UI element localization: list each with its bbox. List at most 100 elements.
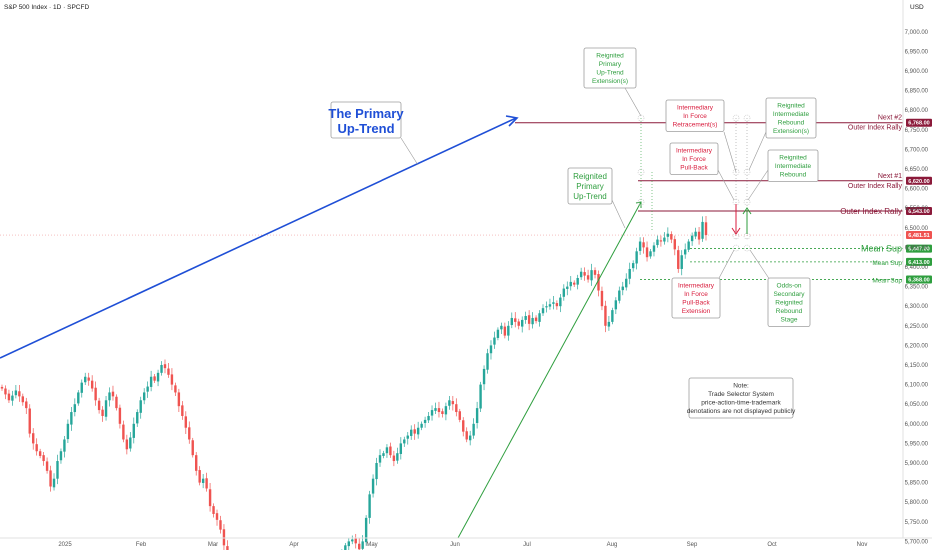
candle[interactable] [146,381,149,398]
candle[interactable] [434,402,437,414]
candle[interactable] [618,286,621,304]
candle[interactable] [656,235,659,248]
candle[interactable] [680,250,683,276]
candle[interactable] [344,542,347,550]
candle[interactable] [136,409,139,427]
candle[interactable] [139,396,142,419]
candle[interactable] [59,448,63,464]
candle[interactable] [25,397,28,414]
price-axis[interactable]: 7,000.00 6,950.00 6,900.00 6,850.00 6,800.00… [902,0,929,550]
candle[interactable] [621,281,624,296]
candle[interactable] [87,372,90,386]
candle[interactable] [520,316,524,333]
candle[interactable] [583,267,586,281]
candle[interactable] [163,359,167,374]
candle[interactable] [569,276,572,291]
candle[interactable] [73,398,77,417]
candle[interactable] [413,424,416,440]
candle[interactable] [482,365,486,391]
candle[interactable] [385,444,389,458]
candle[interactable] [160,361,163,376]
candle[interactable] [201,473,205,489]
candle[interactable] [42,452,45,466]
candle[interactable] [153,374,156,384]
candle[interactable] [403,436,406,447]
candle[interactable] [104,395,108,421]
candle[interactable] [489,340,493,360]
candle[interactable] [548,298,552,310]
candle[interactable] [573,280,576,287]
candle[interactable] [212,503,215,518]
candle[interactable] [531,312,534,329]
candle[interactable] [125,434,129,455]
candle[interactable] [35,438,38,456]
candle[interactable] [541,304,545,316]
candle[interactable] [368,490,371,524]
candle[interactable] [468,430,472,446]
candle[interactable] [652,242,656,257]
candle[interactable] [642,237,645,254]
candle[interactable] [559,294,562,313]
candle[interactable] [32,428,35,450]
candle[interactable] [555,300,559,310]
candle[interactable] [451,395,455,411]
candle[interactable] [690,232,694,246]
candle[interactable] [97,397,101,414]
candle[interactable] [406,432,409,445]
candle[interactable] [697,227,701,245]
candle[interactable] [465,427,468,443]
candle[interactable] [628,262,631,285]
time-axis[interactable]: 2025 Feb Mar Apr May Jun Jul Aug Sep Oct Nov [0,537,932,548]
candle[interactable] [552,296,555,310]
candle[interactable] [593,267,597,279]
candle[interactable] [392,450,396,467]
candle[interactable] [514,312,517,328]
candle[interactable] [670,231,673,244]
candle[interactable] [673,235,676,256]
candle[interactable] [604,300,607,333]
candle[interactable] [219,515,222,534]
candle[interactable] [364,515,368,546]
candle[interactable] [500,322,503,335]
candle[interactable] [586,269,590,283]
candle[interactable] [427,412,430,424]
candle[interactable] [458,408,461,423]
candle[interactable] [510,312,513,329]
candle[interactable] [611,307,614,325]
candle[interactable] [527,310,531,331]
candle[interactable] [358,538,361,550]
candle[interactable] [80,379,83,398]
candle[interactable] [184,411,188,434]
candle[interactable] [663,232,666,245]
candle[interactable] [597,270,600,297]
candle[interactable] [177,388,181,413]
candle[interactable] [600,286,604,311]
candle[interactable] [191,437,194,458]
candle[interactable] [38,448,42,459]
candle[interactable] [475,401,479,429]
candle[interactable] [430,405,434,421]
candle[interactable] [84,372,87,385]
candle[interactable] [56,454,59,485]
candle[interactable] [101,406,104,422]
candle[interactable] [486,348,489,374]
candle[interactable] [534,315,538,324]
candle[interactable] [174,382,177,396]
candle[interactable] [28,404,31,438]
candle[interactable] [566,281,569,296]
candle[interactable] [444,402,448,421]
candle[interactable] [423,416,427,428]
candle[interactable] [0,384,4,391]
candle[interactable] [122,420,125,443]
candle[interactable] [649,248,652,259]
candle[interactable] [625,273,628,291]
candle[interactable] [472,418,475,439]
candle[interactable] [49,465,52,492]
candle[interactable] [208,482,212,512]
candle[interactable] [170,368,174,391]
candle[interactable] [441,408,444,418]
candle[interactable] [142,388,146,405]
candle[interactable] [14,384,18,399]
candle[interactable] [590,263,593,286]
